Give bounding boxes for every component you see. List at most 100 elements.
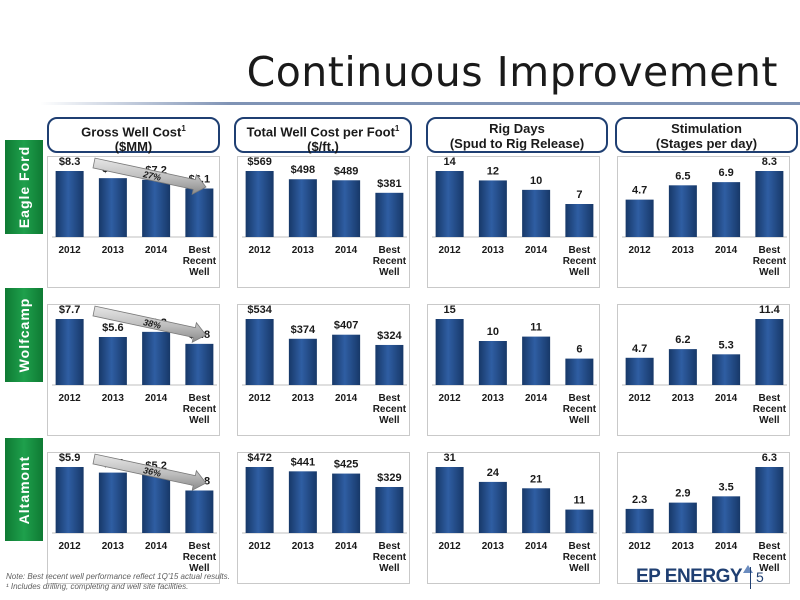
column-header-stimulation: Stimulation (Stages per day): [615, 117, 798, 153]
data-label: $5.6: [102, 322, 123, 334]
bar: [755, 171, 784, 237]
bar: [142, 331, 171, 385]
data-label: 6.3: [762, 453, 777, 464]
row-label-altamont: Altamont: [5, 438, 43, 541]
data-label: 11: [574, 495, 586, 507]
data-label: 4.7: [632, 185, 647, 197]
bar: [435, 171, 464, 237]
row-label-text: Wolfcamp: [16, 297, 32, 373]
category-label: 2012: [249, 393, 272, 404]
category-label: Best: [569, 245, 591, 256]
data-label: $407: [334, 320, 358, 332]
category-label: 2012: [249, 541, 272, 552]
category-label: Best: [569, 393, 591, 404]
column-header-line1: Stimulation: [671, 121, 742, 136]
category-label: 2012: [59, 245, 82, 256]
logo-divider: [750, 567, 751, 589]
category-label: 2014: [335, 245, 358, 256]
category-label: Recent: [563, 552, 597, 563]
data-label: 15: [444, 305, 456, 316]
category-label: 2012: [59, 393, 82, 404]
data-label: $425: [334, 459, 358, 471]
category-label: Best: [189, 245, 211, 256]
bar-chart-panel: 31 2012 24 2013 21 2014 11 Best Recent Well: [427, 452, 600, 584]
category-label: Well: [379, 563, 400, 574]
page-number: 5: [756, 569, 764, 585]
footnote-superscript-1: ¹ Includes drilling, completing and well…: [6, 582, 189, 591]
data-label: 2.9: [675, 488, 690, 500]
bar-chart: $569 2012 $498 2013 $489 2014 $381 BestRecentWe…: [242, 157, 407, 278]
bar-chart: $7.72012$5.62013$6.22014$4.8BestRecentWe…: [52, 305, 217, 426]
category-label: 2013: [482, 541, 505, 552]
bar-chart-panel: 2.3 2012 2.9 2013 3.5 2014 6.3 Best Recent Well: [617, 452, 790, 584]
category-label: 2014: [525, 245, 548, 256]
column-header-rig-days: Rig Days (Spud to Rig Release): [426, 117, 608, 153]
category-label: Recent: [373, 404, 407, 415]
data-label: 6.2: [675, 334, 690, 346]
decline-arrow-icon: [92, 157, 207, 196]
category-label: 2012: [249, 245, 272, 256]
bar: [712, 354, 741, 385]
bar-chart-panel: 15 2012 10 2013 11 2014 6 Best Recent Well: [427, 304, 600, 436]
bar: [332, 180, 361, 237]
column-header-line1: Rig Days: [489, 121, 545, 136]
category-label: Best: [379, 541, 401, 552]
data-label: 21: [530, 473, 542, 485]
bar-chart-panel: 4.7 2012 6.5 2013 6.9 2014 8.3 Best Recent Well: [617, 156, 790, 288]
category-label: Recent: [183, 552, 217, 563]
bar-chart-panel: $534 2012 $374 2013 $407 2014 $324 Best Recent We…: [237, 304, 410, 436]
category-label: Best: [759, 245, 781, 256]
category-label: 2013: [672, 245, 695, 256]
decline-arrow-icon: [92, 453, 207, 492]
category-label: 2013: [482, 393, 505, 404]
decline-percentage-label: 36%: [142, 465, 162, 479]
bar: [668, 185, 697, 237]
category-label: Recent: [183, 404, 217, 415]
data-label: 4.7: [632, 343, 647, 355]
row-label-text: Altamont: [16, 455, 32, 524]
data-label: $489: [334, 165, 358, 177]
bar-chart-panel: $8.32012$7.42013$7.22014$6.1BestRecentWe…: [47, 156, 220, 288]
category-label: 2014: [525, 393, 548, 404]
decline-arrow-icon: [92, 305, 207, 344]
bar: [185, 490, 214, 533]
bar: [332, 334, 361, 385]
bar: [55, 467, 84, 533]
bar: [55, 171, 84, 237]
category-label: 2013: [292, 393, 315, 404]
bar: [245, 319, 274, 385]
data-label: $498: [291, 164, 315, 176]
bar: [288, 471, 317, 533]
row-label-eagle-ford: Eagle Ford: [5, 140, 43, 234]
bar: [625, 199, 654, 237]
column-header-line2: ($/ft.): [307, 139, 339, 155]
category-label: Well: [379, 415, 400, 426]
data-label: 14: [444, 157, 457, 168]
bar: [478, 481, 507, 533]
category-label: 2014: [715, 393, 738, 404]
category-label: 2014: [335, 393, 358, 404]
bar: [668, 502, 697, 533]
bar: [668, 349, 697, 385]
bar-chart-panel: $5.92012$5.42013$5.22014$3.8BestRecentWe…: [47, 452, 220, 584]
category-label: Recent: [183, 256, 217, 267]
bar: [565, 204, 594, 237]
bar-chart-panel: $569 2012 $498 2013 $489 2014 $381 Best Recent We…: [237, 156, 410, 288]
category-label: 2014: [715, 541, 738, 552]
column-header-line2: (Stages per day): [655, 136, 758, 151]
bar: [185, 188, 214, 237]
data-label: $441: [291, 456, 315, 468]
data-label: 7: [576, 189, 582, 201]
row-label-text: Eagle Ford: [16, 145, 32, 229]
bar: [478, 341, 507, 385]
column-header-total-well-cost-per-foot: Total Well Cost per Foot1 ($/ft.): [234, 117, 412, 155]
category-label: Recent: [373, 256, 407, 267]
data-label: 3.5: [718, 481, 733, 493]
data-label: 10: [530, 175, 542, 187]
bar: [98, 337, 127, 385]
column-header-superscript: 1: [394, 124, 400, 133]
